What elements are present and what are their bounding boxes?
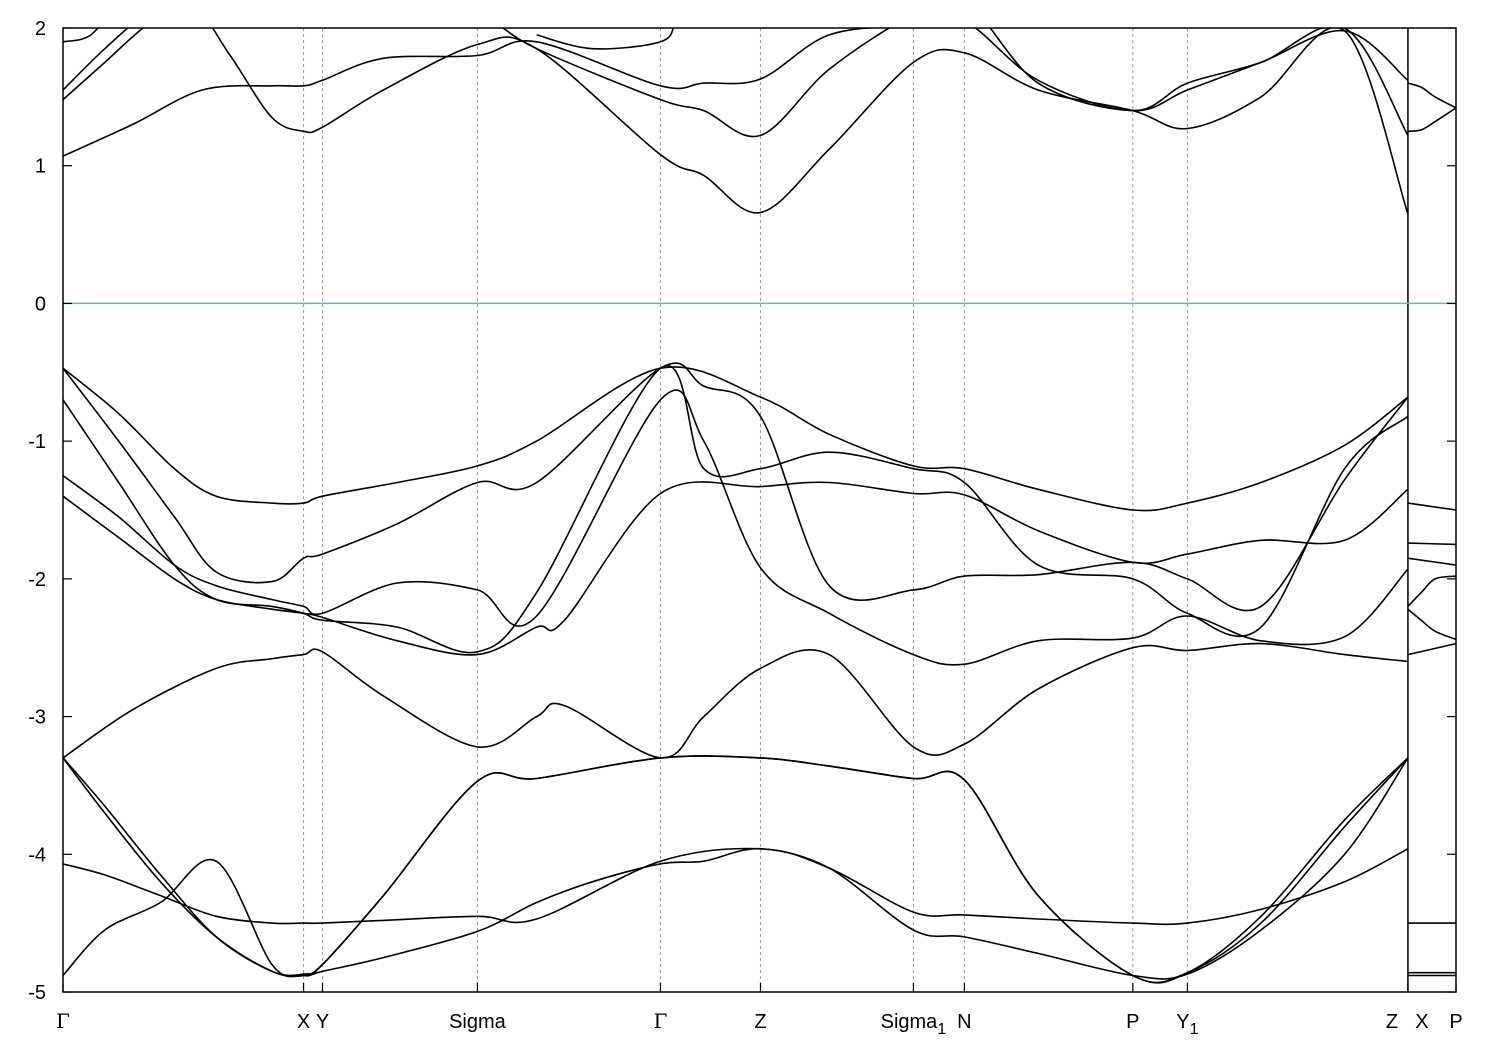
k-point-label: Z — [754, 1011, 766, 1033]
k-point-label: Sigma1 — [881, 1011, 947, 1038]
band-line — [63, 366, 1409, 512]
band-line — [1407, 575, 1456, 607]
band-line — [63, 28, 1409, 138]
band-line — [1407, 107, 1456, 133]
band-line — [63, 847, 1409, 926]
y-tick-label: 1 — [35, 156, 46, 178]
band-line — [63, 642, 1408, 759]
k-point-label: Γ — [56, 1009, 70, 1033]
band-line — [63, 757, 1409, 980]
band-line — [1407, 502, 1456, 511]
y-tick-label: 0 — [35, 293, 46, 315]
y-tick-label: -4 — [28, 844, 46, 866]
k-point-gridlines — [303, 28, 1409, 992]
band-line — [63, 28, 1409, 157]
band-lines — [63, 28, 1456, 984]
y-tick-label: 2 — [35, 18, 46, 40]
band-line — [63, 755, 1409, 984]
k-point-label: Γ — [654, 1009, 668, 1033]
band-line — [63, 28, 1409, 215]
k-point-label: X — [297, 1011, 310, 1033]
y-tick-label: -3 — [28, 707, 46, 729]
k-point-label: Z — [1386, 1011, 1398, 1033]
band-line — [63, 28, 99, 43]
band-line — [1407, 608, 1456, 641]
band-line — [1407, 542, 1456, 546]
k-point-label: Y1 — [1176, 1011, 1198, 1038]
k-point-label: X — [1415, 1011, 1428, 1033]
band-line — [1407, 557, 1456, 566]
y-tick-label: -2 — [28, 569, 46, 591]
y-tick-label: -1 — [28, 431, 46, 453]
y-tick-label: -5 — [28, 982, 46, 1004]
k-point-label: N — [957, 1011, 971, 1033]
band-line — [536, 28, 675, 50]
band-line — [63, 755, 1409, 984]
band-line — [63, 389, 1409, 666]
y-axis: 2 1 0 -1 -2 -3 -4 -5 — [28, 18, 1456, 1004]
band-line — [63, 481, 1409, 656]
band-line — [1407, 82, 1456, 109]
k-point-label: P — [1449, 1011, 1462, 1033]
band-line — [63, 364, 1409, 654]
k-point-label: P — [1126, 1011, 1139, 1033]
band-line — [1407, 642, 1456, 656]
band-line — [63, 362, 1409, 612]
k-point-label: Y — [316, 1011, 329, 1033]
k-point-label: Sigma — [449, 1011, 507, 1033]
plot-frame — [62, 27, 1457, 993]
